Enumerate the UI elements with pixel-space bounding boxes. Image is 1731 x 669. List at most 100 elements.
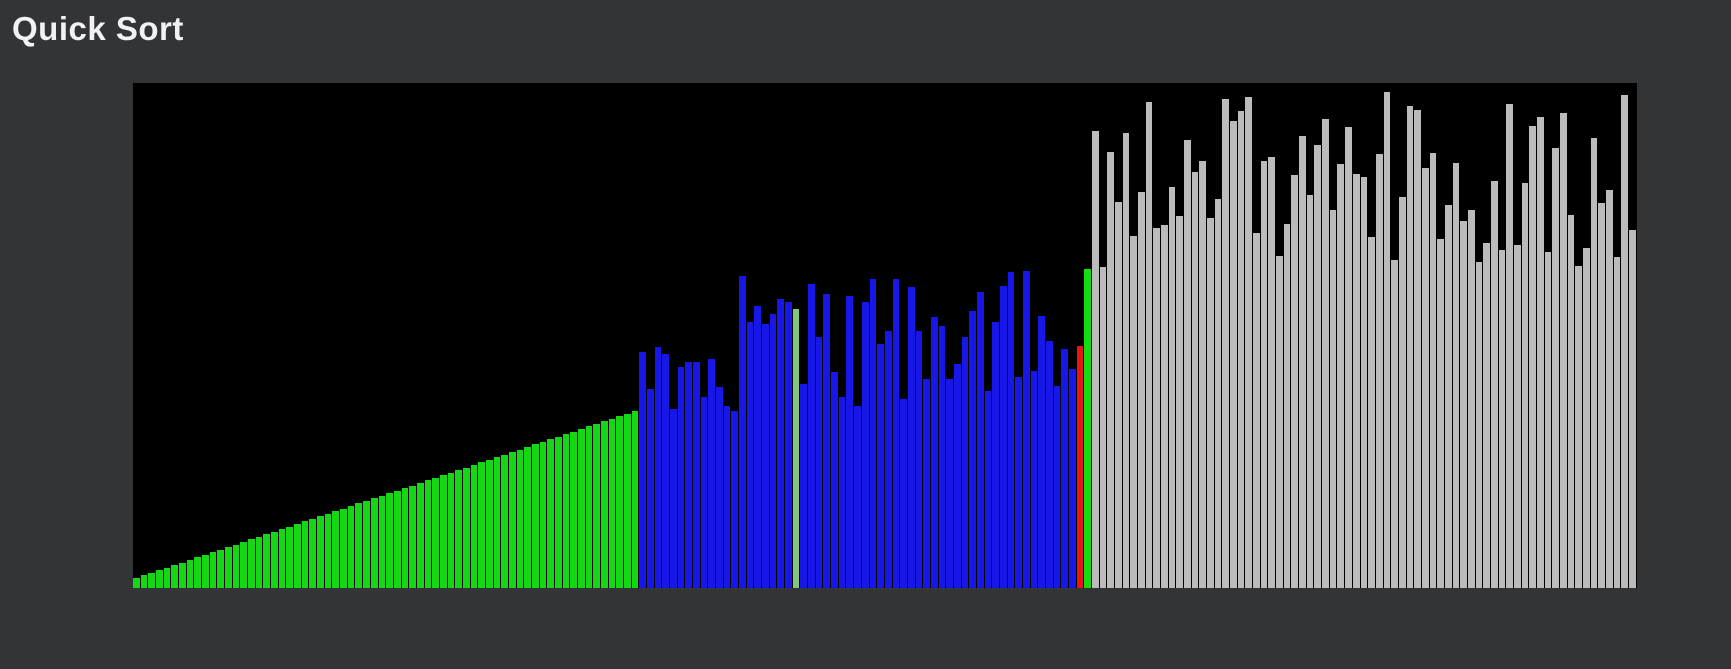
sort-bar xyxy=(332,511,340,588)
sort-bar xyxy=(217,550,225,588)
sort-bar xyxy=(424,480,432,588)
sort-bar xyxy=(562,434,570,588)
sort-bar xyxy=(508,452,516,588)
sort-bar xyxy=(907,287,915,588)
sort-bar xyxy=(1452,163,1460,588)
sort-bar xyxy=(286,527,294,588)
sort-bar xyxy=(1536,117,1544,588)
sort-bar xyxy=(1306,195,1314,588)
sort-bar xyxy=(1460,221,1467,588)
sort-bar xyxy=(393,491,401,588)
sort-bar xyxy=(570,432,577,588)
sort-bar xyxy=(1176,216,1184,588)
sort-bar xyxy=(1253,233,1260,588)
sort-bar xyxy=(992,322,999,588)
sort-bar xyxy=(831,372,838,588)
sort-bar xyxy=(754,306,762,588)
sort-bar xyxy=(700,397,708,588)
sort-bar xyxy=(1199,161,1207,588)
sort-bar xyxy=(785,302,792,588)
sort-bar xyxy=(1276,256,1283,588)
sort-bar xyxy=(478,462,485,588)
sort-bar xyxy=(1582,248,1590,588)
sort-bar xyxy=(171,565,179,588)
sort-bar xyxy=(946,379,953,588)
sort-bar xyxy=(1490,181,1498,588)
sort-bar xyxy=(1007,272,1015,588)
sort-bar xyxy=(1421,168,1429,588)
sort-bar xyxy=(1122,133,1130,588)
sort-bar xyxy=(148,573,156,588)
sort-bar xyxy=(915,331,923,588)
sort-bar xyxy=(1091,131,1099,588)
sort-bar xyxy=(1529,126,1536,588)
sort-bar xyxy=(1606,190,1613,588)
sort-bar xyxy=(746,322,754,588)
sort-bar xyxy=(1184,140,1191,588)
sort-bar xyxy=(386,493,393,588)
sort-bar xyxy=(1299,136,1306,588)
sort-bar xyxy=(1391,260,1398,588)
sort-bar xyxy=(800,384,808,588)
sort-bar xyxy=(1552,148,1559,588)
sort-bar xyxy=(1544,252,1552,588)
sort-bar xyxy=(677,367,685,588)
sort-bar xyxy=(1022,271,1030,588)
sort-bar xyxy=(984,391,992,588)
sort-bar xyxy=(355,503,363,588)
sort-bar xyxy=(792,309,800,588)
sort-bar xyxy=(1237,111,1245,588)
sort-bar xyxy=(1161,225,1168,588)
sort-bar xyxy=(600,421,608,588)
sort-bar xyxy=(516,450,524,588)
sort-bar xyxy=(447,473,455,588)
sort-bar xyxy=(1368,237,1375,588)
sort-bar xyxy=(485,460,493,588)
sort-bar xyxy=(186,560,194,588)
sort-bar xyxy=(340,509,347,588)
sort-bar xyxy=(777,299,785,588)
sort-bar xyxy=(693,362,700,588)
sort-bar xyxy=(1521,183,1529,588)
sort-bar xyxy=(1130,236,1138,588)
sort-bar xyxy=(194,557,202,588)
sort-bar xyxy=(140,575,148,588)
sort-bar xyxy=(179,563,186,588)
sort-bar xyxy=(432,478,439,588)
sort-bar xyxy=(723,406,731,588)
sort-bar xyxy=(225,547,232,588)
sort-bar xyxy=(278,529,286,588)
sort-bar xyxy=(1621,95,1629,588)
sort-bar xyxy=(1483,243,1490,588)
sort-bar xyxy=(1337,164,1345,588)
sort-bar xyxy=(1230,121,1237,588)
sort-bar xyxy=(1352,174,1360,588)
sort-bar xyxy=(347,506,355,588)
sort-bar xyxy=(639,352,647,588)
sort-bar xyxy=(370,498,378,588)
sort-bar xyxy=(493,457,501,588)
sort-bar xyxy=(593,424,600,588)
sort-bar xyxy=(654,347,662,588)
page-title: Quick Sort xyxy=(12,10,184,47)
sort-bar xyxy=(524,447,531,588)
sort-bar xyxy=(1406,106,1414,588)
sort-bar xyxy=(1444,205,1452,588)
sort-bar xyxy=(900,399,907,588)
sort-bar xyxy=(547,439,554,588)
sort-bar xyxy=(953,364,961,588)
sort-bar xyxy=(1590,138,1598,588)
sort-bar xyxy=(616,416,623,588)
sort-bar xyxy=(1053,386,1061,588)
sort-bar xyxy=(1475,262,1483,588)
sort-bar xyxy=(930,317,938,588)
sort-bar xyxy=(324,514,332,588)
sort-bar xyxy=(647,389,654,588)
sort-bar xyxy=(624,414,631,588)
sort-bar xyxy=(854,406,861,588)
sort-bar xyxy=(1115,202,1122,588)
sort-bar xyxy=(1291,175,1299,588)
sort-bar xyxy=(1429,153,1437,588)
sort-bar xyxy=(209,552,217,588)
sort-bar xyxy=(416,483,424,588)
